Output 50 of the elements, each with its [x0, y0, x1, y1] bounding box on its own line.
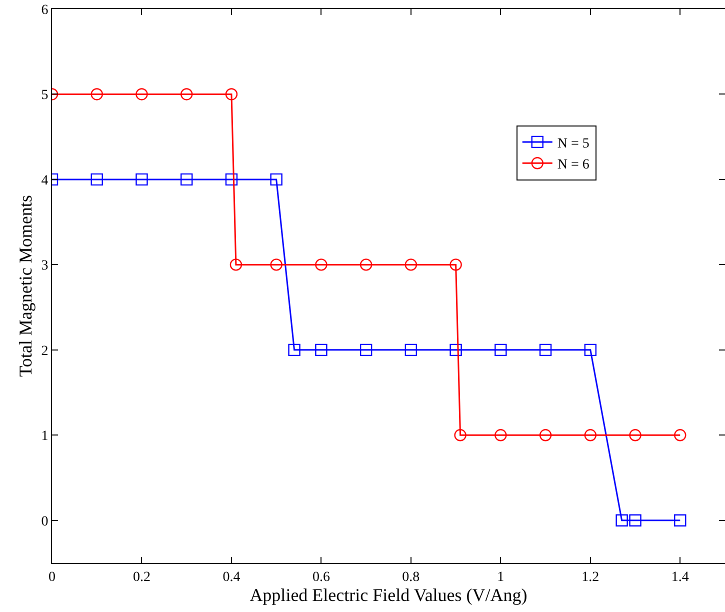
- x-tick-label: 0.8: [402, 570, 420, 585]
- point: [450, 258, 462, 271]
- point: [674, 429, 686, 442]
- point: [270, 258, 282, 271]
- x-tick-label: 0.6: [312, 570, 330, 585]
- x-tick-label: 1.2: [582, 570, 600, 585]
- point: [539, 429, 552, 442]
- point: [288, 344, 300, 356]
- point: [270, 173, 282, 186]
- point: [616, 514, 628, 526]
- point: [225, 173, 238, 186]
- point: [584, 344, 596, 356]
- point: [230, 258, 242, 271]
- x-tick-label: 0.2: [132, 570, 150, 585]
- y-tick-label: 5: [41, 88, 48, 104]
- point: [180, 173, 193, 186]
- y-tick-label: 4: [41, 173, 48, 188]
- point: [225, 88, 238, 100]
- x-tick-label: 1.4: [671, 570, 689, 585]
- point: [136, 173, 148, 186]
- x-tick-label: 1: [497, 570, 504, 585]
- point: [450, 344, 462, 356]
- legend-label: N = 6: [557, 158, 590, 173]
- point: [90, 173, 103, 186]
- y-tick-label: 2: [41, 344, 48, 359]
- y-tick-label: 6: [41, 2, 48, 18]
- point: [539, 344, 552, 356]
- point: [315, 258, 328, 271]
- point: [584, 429, 596, 442]
- point: [629, 514, 642, 526]
- x-tick-label: 0.4: [222, 570, 240, 585]
- point: [136, 88, 148, 100]
- point: [494, 429, 507, 442]
- point: [404, 344, 418, 356]
- point: [180, 88, 193, 100]
- legend-label: N = 5: [557, 136, 590, 152]
- point: [494, 344, 507, 356]
- point: [360, 258, 372, 271]
- point: [90, 88, 103, 100]
- point: [404, 258, 418, 271]
- point: [454, 429, 466, 442]
- point: [629, 429, 642, 442]
- y-tick-label: 0: [41, 514, 48, 530]
- y-axis-title: Total Magnetic Moments: [15, 195, 36, 377]
- point: [674, 514, 686, 526]
- x-axis-title: Applied Electric Field Values (V/Ang): [250, 584, 528, 605]
- y-tick-label: 3: [41, 258, 48, 274]
- point: [315, 344, 328, 356]
- point: [360, 344, 372, 356]
- y-tick-label: 1: [41, 429, 48, 444]
